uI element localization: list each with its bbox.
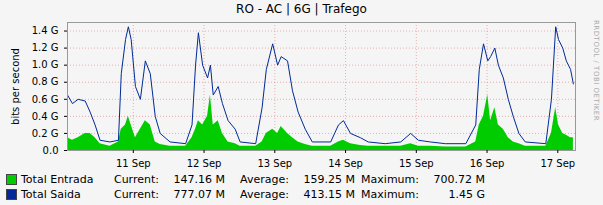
svg-text:13 Sep: 13 Sep	[257, 158, 292, 169]
svg-text:0.0: 0.0	[43, 145, 59, 156]
svg-text:11 Sep: 11 Sep	[116, 158, 151, 169]
html-text:Current:: Current:	[114, 173, 159, 186]
html-text:147.16 M: 147.16 M	[173, 173, 225, 186]
svg-text:12 Sep: 12 Sep	[187, 158, 222, 169]
svg-text:0.4 G: 0.4 G	[32, 111, 59, 122]
svg-text:bits per second: bits per second	[10, 48, 21, 125]
html-text:Maximum:: Maximum:	[361, 188, 419, 201]
svg-text:15 Sep: 15 Sep	[399, 158, 434, 169]
svg-text:1.2 G: 1.2 G	[32, 42, 59, 53]
html-text:159.25 M: 159.25 M	[303, 173, 355, 186]
html-text:Current:: Current:	[114, 188, 159, 201]
html-text:RRDTOOL / TOBI OETIKER: RRDTOOL / TOBI OETIKER	[592, 20, 600, 122]
svg-text:0.6 G: 0.6 G	[32, 94, 59, 105]
html-text:777.07 M: 777.07 M	[173, 188, 225, 201]
svg-text:14 Sep: 14 Sep	[328, 158, 363, 169]
html-text:Average:: Average:	[240, 173, 289, 186]
html-text:Total Entrada: Total Entrada	[21, 173, 94, 186]
svg-text:1.4 G: 1.4 G	[32, 25, 59, 36]
html-text:Average:: Average:	[240, 188, 289, 201]
html-text:Maximum:: Maximum:	[361, 173, 419, 186]
html-text:Total Saida: Total Saida	[21, 188, 81, 201]
svg-text:0.8 G: 0.8 G	[32, 76, 59, 87]
svg-text:17 Sep: 17 Sep	[540, 158, 575, 169]
html-text:700.72 M: 700.72 M	[433, 173, 485, 186]
svg-text:0.2 G: 0.2 G	[32, 128, 59, 139]
svg-text:1.0 G: 1.0 G	[32, 59, 59, 70]
html-text:RO - AC | 6G | Trafego: RO - AC | 6G | Trafego	[236, 2, 367, 16]
html-text:1.45 G: 1.45 G	[448, 188, 485, 201]
svg-text:16 Sep: 16 Sep	[470, 158, 505, 169]
html-text:413.15 M: 413.15 M	[303, 188, 355, 201]
